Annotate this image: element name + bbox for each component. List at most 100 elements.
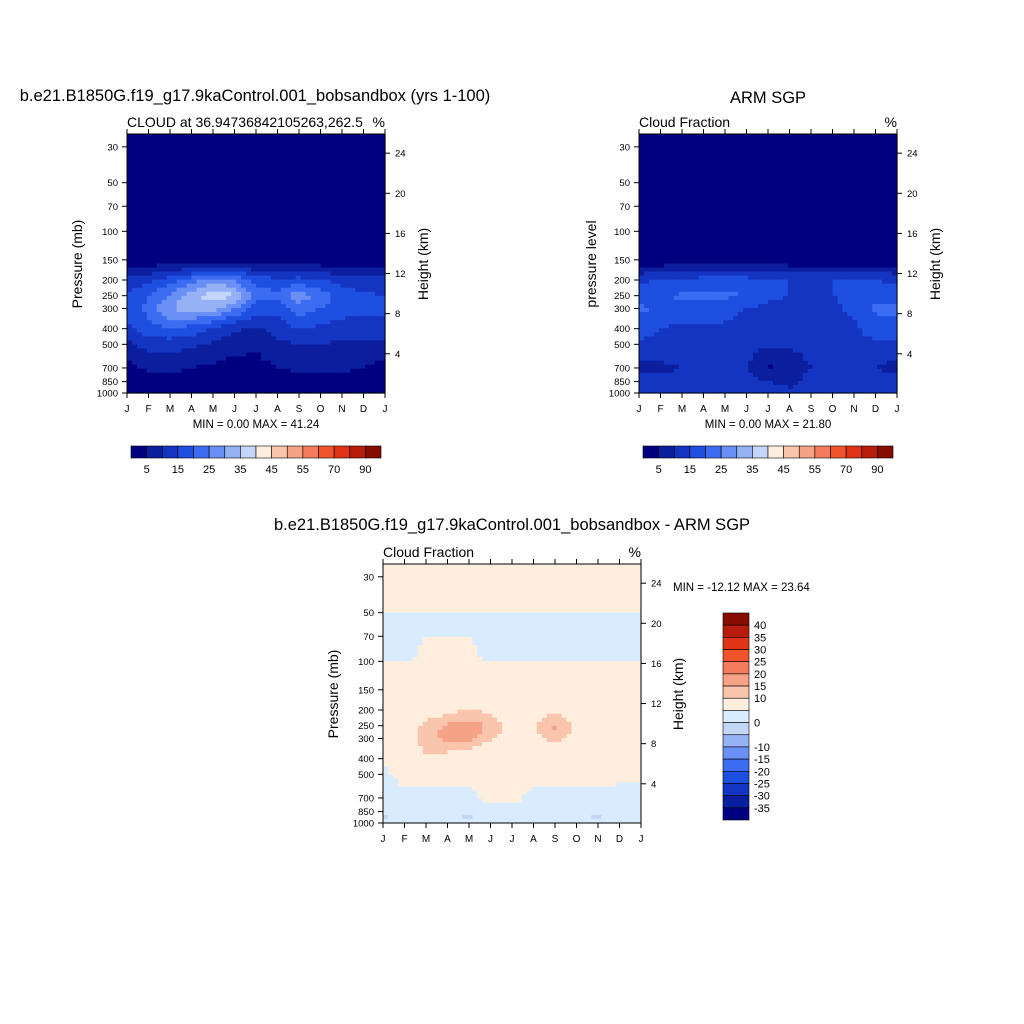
model-field-cell [305,271,312,277]
model-field-cell [380,206,386,212]
model-field-cell [265,303,272,309]
model-field-cell [251,316,257,321]
obs-field-cell [668,170,675,176]
obs-field-cell [812,223,819,228]
model-field-cell [246,332,252,337]
model-field-cell [355,291,361,297]
model-field-cell [221,170,227,176]
model-field-cell [166,255,173,261]
model-field-cell [241,263,247,269]
model-field-cell [236,239,242,244]
model-field-cell [221,271,227,277]
model-field-cell [176,376,183,382]
obs-field-cell [768,223,774,228]
model-field-cell [256,166,262,172]
obs-field-cell [738,134,744,139]
model-field-cell [141,356,148,362]
obs-field-cell [872,186,878,192]
model-field-cell [136,275,143,281]
model-field-cell [290,158,297,163]
model-field-cell [335,170,341,176]
model-field-cell [310,138,317,143]
obs-field-cell [663,202,670,208]
model-field-cell [181,146,188,151]
model-field-cell [315,372,322,378]
model-field-cell [127,348,133,354]
model-field-cell [256,239,262,244]
model-field-cell [221,223,227,228]
model-field-cell [206,303,212,309]
model-x-tick-label: S [296,404,303,415]
model-field-cell [236,214,242,220]
model-field-cell [146,235,153,240]
obs-field-cell [738,158,744,163]
model-field-cell [320,186,327,192]
model-field-cell [191,235,198,240]
obs-field-cell [772,162,779,167]
obs-field-cell [733,146,739,151]
model-field-cell [345,214,351,220]
model-field-cell [300,259,307,265]
model-field-cell [280,356,287,362]
model-field-cell [141,214,148,220]
obs-field-cell [648,182,655,188]
obs-field-cell [812,186,819,192]
model-field-cell [151,198,158,204]
model-field-cell [171,348,178,354]
model-field-cell [181,134,188,139]
model-field-cell [330,186,336,192]
obs-field-cell [643,206,650,212]
obs-field-cell [718,214,724,220]
model-field-cell [330,368,336,374]
obs-field-cell [867,170,873,176]
model-field-cell [127,368,133,374]
model-field-cell [166,279,173,285]
model-field-cell [151,324,158,329]
obs-field-cell [678,231,685,236]
model-field-cell [127,295,133,301]
obs-field-cell [852,134,858,139]
model-field-cell [265,190,272,196]
obs-field-cell [713,178,719,184]
model-field-cell [201,303,207,309]
model-field-cell [280,186,287,192]
obs-field-cell [673,158,680,163]
obs-field-cell [877,158,883,163]
model-field-cell [256,279,262,285]
model-field-cell [256,324,262,329]
obs-field-cell [738,146,744,151]
model-field-cell [380,170,386,176]
obs-field-cell [668,166,675,172]
obs-field-cell [802,150,809,155]
model-field-cell [345,170,351,176]
obs-field-cell [852,190,858,196]
model-field-cell [161,291,168,297]
obs-field-cell [857,214,863,220]
obs-field-cell [713,134,719,139]
obs-field-cell [723,239,729,244]
obs-field-cell [822,150,829,155]
obs-field-cell [673,194,680,200]
model-field-cell [236,388,242,394]
obs-field-cell [728,223,734,228]
model-field-cell [186,295,193,301]
model-field-cell [330,324,336,329]
obs-field-cell [738,206,744,212]
model-field-cell [211,324,217,329]
obs-field-cell [643,247,650,252]
obs-field-cell [892,239,898,244]
model-field-cell [161,138,168,143]
obs-field-cell [822,174,829,180]
obs-field-cell [718,198,724,204]
obs-field-cell [852,146,858,151]
obs-field-cell [673,178,680,184]
model-field-cell [360,380,366,386]
model-field-cell [216,202,222,208]
model-field-cell [236,210,242,216]
model-field-cell [231,380,237,386]
model-field-cell [315,146,322,151]
model-field-cell [146,170,153,176]
model-field-cell [315,138,322,143]
obs-field-cell [857,247,863,252]
model-field-cell [320,243,327,248]
